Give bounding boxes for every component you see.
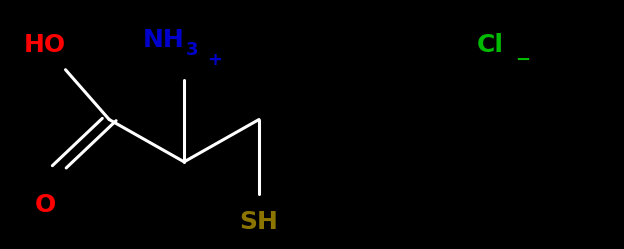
- Text: O: O: [34, 193, 56, 217]
- Text: HO: HO: [24, 33, 66, 57]
- Text: −: −: [515, 51, 530, 69]
- Text: +: +: [207, 51, 222, 69]
- Text: Cl: Cl: [476, 33, 504, 57]
- Text: 3: 3: [186, 41, 198, 59]
- Text: SH: SH: [240, 210, 278, 234]
- Text: NH: NH: [142, 28, 184, 52]
